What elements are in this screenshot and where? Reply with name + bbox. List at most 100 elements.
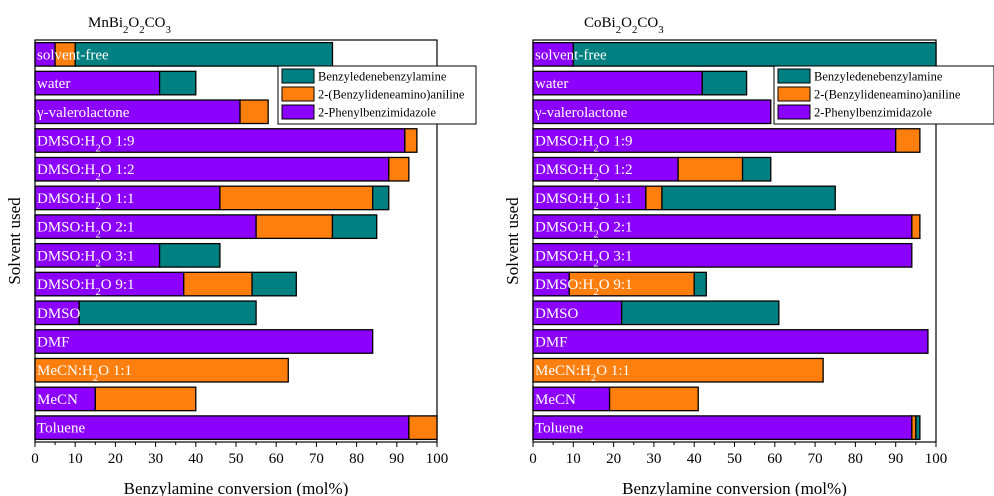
subscript-text: 2 [93, 372, 98, 384]
bar-segment [404, 128, 418, 153]
text-part: DMSO:H [37, 162, 96, 178]
text-part: O 3:1 [101, 248, 135, 264]
category-label: DMSO:H2O 3:1 [535, 248, 633, 269]
text-part: CoBi [584, 15, 616, 31]
subscript-text: 3 [658, 24, 663, 36]
legend-swatch [777, 104, 811, 120]
category-label: water [535, 76, 568, 92]
bar-segment [532, 242, 913, 268]
subscript-text: 3 [166, 24, 171, 36]
category-label: DMSO:H2O 2:1 [535, 220, 633, 241]
text-part: O [128, 15, 139, 31]
text-part: Toluene [535, 421, 583, 437]
text-part: DMSO:H [535, 162, 594, 178]
x-tick-label: 50 [727, 451, 742, 467]
bar-segment [74, 41, 334, 67]
category-label: DMSO:H2O 1:1 [535, 191, 633, 212]
text-part: CO [637, 15, 658, 31]
bar-segment [158, 242, 221, 268]
x-tick-label: 80 [848, 451, 863, 467]
text-part: O 1:9 [599, 134, 633, 150]
subscript-text: 2 [616, 24, 621, 36]
text-part: O 2:1 [599, 220, 633, 236]
text-part: water [37, 76, 70, 92]
text-part: MeCN [535, 392, 576, 408]
text-part: solvent-free [535, 47, 607, 63]
subscript-text: 2 [95, 229, 100, 241]
bar-segment [532, 329, 929, 354]
category-label: DMSO [37, 306, 81, 322]
subscript-text: 2 [593, 143, 598, 155]
category-label: DMF [37, 335, 70, 351]
bar-segment [331, 214, 378, 240]
text-part: DMSO:H [37, 220, 96, 236]
bar-segment [372, 185, 390, 211]
bar-segment [239, 99, 269, 125]
text-part: O 9:1 [101, 277, 135, 293]
x-tick-label: 30 [148, 451, 163, 467]
legend-label: 2-(Benzylideneamino)aniline [318, 88, 465, 102]
category-label: MeCN:H2O 1:1 [37, 363, 132, 384]
bar-segment [78, 300, 257, 326]
x-tick-label: 40 [687, 451, 702, 467]
text-part: O 2:1 [101, 220, 135, 236]
bar-segment [741, 156, 772, 182]
x-axis-label: Benzylamine conversion (mol%) [622, 479, 847, 496]
subscript-text: 2 [593, 171, 598, 183]
x-tick-label: 10 [68, 451, 83, 467]
text-part: MeCN:H [37, 363, 93, 379]
text-part: O [621, 15, 632, 31]
subscript-text: 2 [593, 257, 598, 269]
category-label: DMSO:H2O 1:1 [37, 191, 135, 212]
chart-panel-1: MnBi2O2CO3solvent-freewaterγ-valerolacto… [5, 15, 477, 496]
category-label: solvent-free [37, 47, 109, 63]
x-tick-label: 20 [606, 451, 621, 467]
chart-panel-2: CoBi2O2CO3solvent-freewaterγ-valerolacto… [503, 15, 994, 496]
category-label: DMSO:H2O 1:2 [535, 162, 633, 183]
text-part: DMSO:H [535, 277, 594, 293]
subscript-text: 2 [632, 24, 637, 36]
category-label: DMSO:H2O 1:9 [37, 134, 135, 155]
legend-swatch [777, 86, 811, 102]
x-axis-label: Benzylamine conversion (mol%) [124, 479, 349, 496]
text-part: DMSO [37, 306, 81, 322]
bar-segment [608, 386, 699, 412]
bar-segment [183, 271, 253, 297]
category-label: DMSO:H2O 2:1 [37, 220, 135, 241]
bar-segment [645, 185, 663, 211]
legend-box [773, 65, 994, 125]
bar-segment [693, 271, 707, 297]
bar-segment [251, 271, 297, 297]
chart-title: MnBi2O2CO3 [88, 15, 171, 36]
bar-segment [34, 415, 410, 441]
text-part: Toluene [37, 421, 85, 437]
bar-segment [915, 415, 921, 441]
legend-swatch [281, 68, 315, 84]
text-part: MnBi [88, 15, 123, 31]
subscript-text: 2 [95, 200, 100, 212]
bar-segment [219, 185, 374, 211]
category-label: water [37, 76, 70, 92]
x-tick-label: 100 [426, 451, 449, 467]
category-label: Toluene [37, 421, 85, 437]
text-part: DMSO:H [37, 191, 96, 207]
legend: Benzyledenebenzylamine 2-(Benzylideneamin… [277, 65, 477, 125]
text-part: DMF [535, 335, 568, 351]
subscript-text: 2 [139, 24, 144, 36]
bar-segment [895, 128, 921, 153]
legend-label: 2-(Benzylideneamino)aniline [814, 88, 961, 102]
category-label: γ-valerolactone [534, 105, 628, 121]
text-part: O 3:1 [599, 248, 633, 264]
category-label: solvent-free [535, 47, 607, 63]
category-label: DMSO:H2O 3:1 [37, 248, 135, 269]
text-part: DMSO:H [37, 248, 96, 264]
x-tick-label: 30 [646, 451, 661, 467]
subscript-text: 2 [591, 372, 596, 384]
legend-label: 2-Phenylbenzimidazole [814, 106, 932, 120]
bar-segment [532, 415, 913, 441]
x-tick-label: 100 [925, 451, 948, 467]
bar-segment [532, 357, 824, 383]
x-tick-label: 90 [888, 451, 903, 467]
